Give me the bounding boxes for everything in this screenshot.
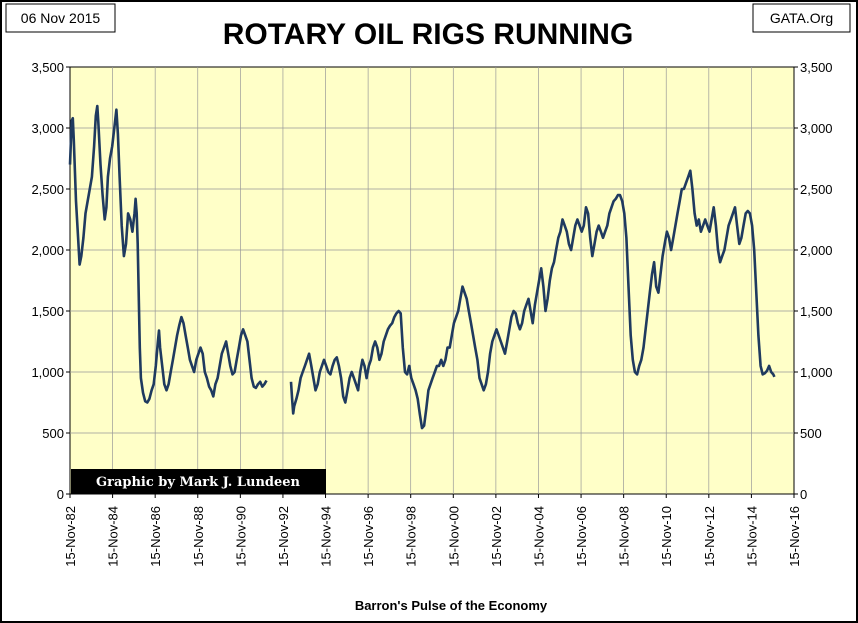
source-box <box>752 3 851 33</box>
y-tick-label-left: 0 <box>57 487 64 502</box>
x-tick-label: 15-Nov-14 <box>744 506 759 567</box>
chart-title: ROTARY OIL RIGS RUNNING <box>223 18 634 51</box>
series-line <box>68 104 268 404</box>
x-tick-label: 15-Nov-92 <box>276 506 291 567</box>
y-tick-label-right: 2,000 <box>800 243 833 258</box>
x-tick-label: 15-Nov-88 <box>191 506 206 567</box>
x-tick-label: 15-Nov-06 <box>574 506 589 567</box>
x-tick-label: 15-Nov-08 <box>617 506 632 567</box>
series-line <box>289 169 776 430</box>
x-axis: 15-Nov-82 15-Nov-84 15-Nov-86 15-Nov-88 15-N… <box>63 494 802 567</box>
x-tick-label: 15-Nov-86 <box>148 506 163 567</box>
x-tick-label: 15-Nov-12 <box>702 506 717 567</box>
y-tick-label-right: 1,500 <box>800 304 833 319</box>
y-tick-label-left: 2,500 <box>31 182 64 197</box>
x-axis-label: Barron's Pulse of the Economy <box>355 598 548 613</box>
x-tick-label: 15-Nov-10 <box>659 506 674 567</box>
y-tick-label-left: 3,000 <box>31 121 64 136</box>
x-tick-label: 15-Nov-04 <box>531 506 546 567</box>
x-tick-label: 15-Nov-90 <box>233 506 248 567</box>
x-tick-label: 15-Nov-96 <box>361 506 376 567</box>
x-tick-label: 15-Nov-82 <box>63 506 78 567</box>
plot-area <box>69 66 795 495</box>
series-group <box>68 104 776 430</box>
credit-banner <box>71 469 326 494</box>
y-tick-label-right: 0 <box>800 487 807 502</box>
y-tick-label-right: 3,000 <box>800 121 833 136</box>
y-tick-label-left: 500 <box>42 426 64 441</box>
y-tick-label-right: 1,000 <box>800 365 833 380</box>
y-tick-label-right: 500 <box>800 426 822 441</box>
x-tick-label: 15-Nov-98 <box>404 506 419 567</box>
date-label: 06 Nov 2015 <box>21 10 101 26</box>
x-tick-label: 15-Nov-16 <box>787 506 802 567</box>
date-box <box>5 3 116 33</box>
y-tick-label-left: 2,000 <box>31 243 64 258</box>
y-tick-label-left: 3,500 <box>31 60 64 75</box>
gridlines <box>70 67 794 494</box>
y-tick-label-right: 3,500 <box>800 60 833 75</box>
x-tick-label: 15-Nov-94 <box>319 506 334 567</box>
y-tick-label-right: 2,500 <box>800 182 833 197</box>
y-tick-label-left: 1,500 <box>31 304 64 319</box>
credit-label: Graphic by Mark J. Lundeen <box>96 475 301 490</box>
y-axis: 0 0 500 500 1,000 1,000 1,500 1,500 2,000 2,000 2,… <box>31 60 832 502</box>
source-label: GATA.Org <box>770 10 833 26</box>
x-tick-label: 15-Nov-00 <box>446 506 461 567</box>
x-tick-label: 15-Nov-02 <box>489 506 504 567</box>
x-tick-label: 15-Nov-84 <box>106 506 121 567</box>
y-tick-label-left: 1,000 <box>31 365 64 380</box>
